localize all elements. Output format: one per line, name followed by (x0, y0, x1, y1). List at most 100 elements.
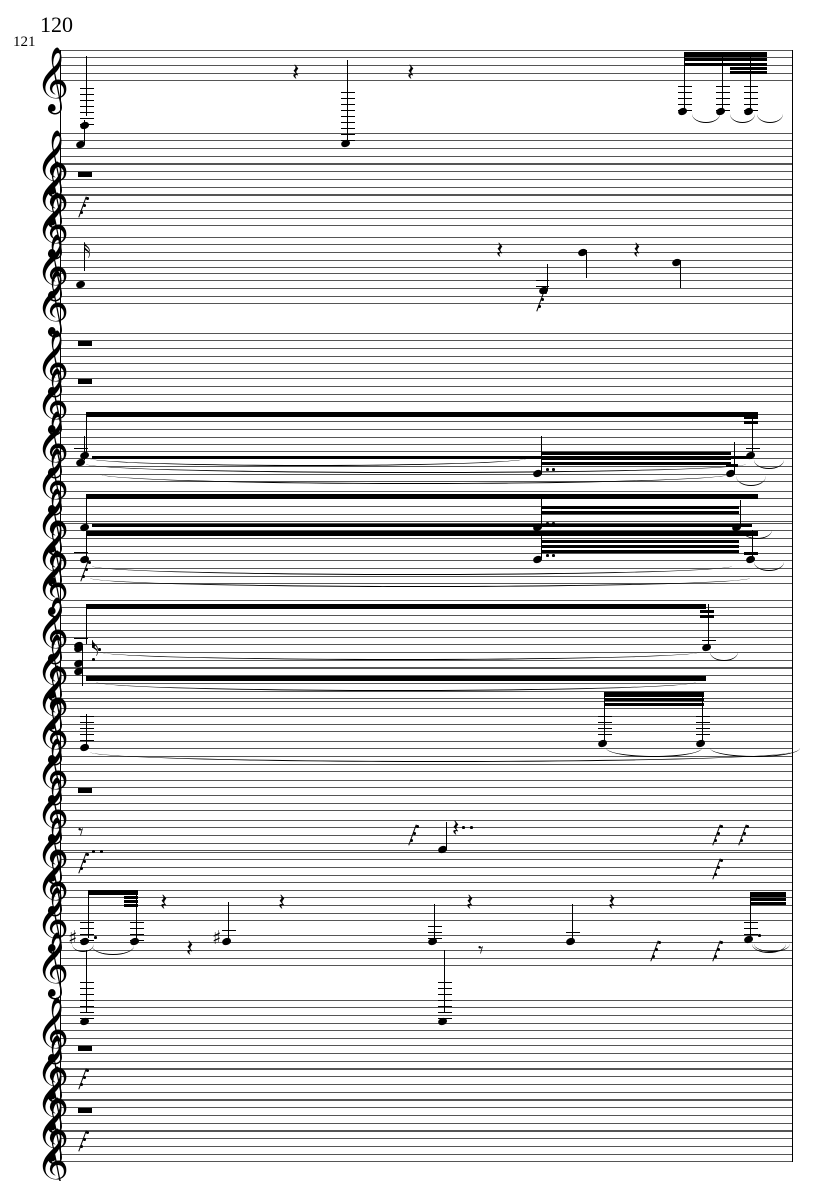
system-right-barline (792, 50, 794, 1162)
slur (86, 464, 746, 473)
ledger-line (438, 1000, 452, 1002)
ledger-line (678, 86, 692, 88)
augmentation-dot (98, 648, 101, 651)
staff-7 (60, 333, 793, 364)
beam (541, 511, 739, 515)
staff-3 (60, 164, 793, 195)
repeat-dot (717, 832, 720, 835)
beam (604, 698, 704, 702)
ledger-line (80, 88, 94, 90)
ledger-line (80, 716, 94, 718)
repeat-dot (714, 955, 717, 958)
tie (742, 530, 772, 539)
tie (710, 652, 738, 661)
note-stem (708, 604, 710, 644)
augmentation-dot (758, 934, 761, 937)
ledger-line (80, 112, 94, 114)
ledger-line (696, 716, 710, 718)
ledger-line (696, 722, 710, 724)
repeat-dot (410, 839, 413, 842)
ledger-line (80, 1012, 94, 1014)
staff-5 (60, 237, 793, 268)
note-stem (586, 250, 588, 278)
augmentation-dot (546, 554, 549, 557)
augmentation-dot (552, 522, 555, 525)
tie (692, 114, 720, 123)
repeat-dot (83, 1076, 86, 1079)
beam (744, 421, 758, 424)
ledger-line (744, 98, 758, 100)
ledger-line (598, 728, 612, 730)
ledger-line (678, 98, 692, 100)
staff-19 (60, 780, 793, 811)
repeat-dot (717, 948, 720, 951)
note-stem (136, 890, 138, 938)
ledger-line (744, 104, 758, 106)
augmentation-dot (546, 522, 549, 525)
ledger-line (744, 928, 758, 930)
multi-measure-rest (78, 379, 92, 384)
note-stem (752, 530, 754, 558)
repeat-dot (88, 561, 91, 564)
ledger-line (80, 928, 94, 930)
beam (750, 902, 786, 905)
note-stem (84, 120, 86, 144)
ledger-line (341, 122, 355, 124)
beam (750, 898, 786, 902)
ledger-line (716, 104, 730, 106)
ledger-line (598, 722, 612, 724)
staff-27 (60, 1100, 793, 1131)
ledger-line (80, 722, 94, 724)
beam (541, 506, 739, 510)
note-stem (82, 646, 84, 672)
beam (750, 892, 786, 897)
beam (124, 900, 138, 903)
ledger-line (536, 286, 549, 288)
ledger-line (341, 116, 355, 118)
note-stem (86, 494, 88, 526)
ledger-line (744, 934, 758, 936)
ledger-line (566, 932, 580, 934)
repeat-dot (658, 941, 661, 944)
beam (700, 610, 714, 614)
ledger-line (130, 922, 144, 924)
note-stem (547, 264, 549, 290)
ledger-line (74, 552, 88, 554)
beam (541, 457, 731, 461)
repeat-dot (83, 204, 86, 207)
staff-1 (60, 50, 793, 81)
ledger-line (438, 1006, 452, 1008)
ledger-line (716, 98, 730, 100)
ledger-line (222, 930, 236, 932)
ledger-line (80, 988, 94, 990)
tie (754, 460, 784, 469)
slur (710, 748, 800, 757)
repeat-dot (740, 839, 743, 842)
ledger-line (80, 100, 94, 102)
tie (92, 946, 134, 955)
repeat-dot (80, 867, 83, 870)
ledger-line (428, 932, 442, 934)
beam (124, 904, 138, 907)
ledger-line (716, 92, 730, 94)
ledger-line (438, 982, 452, 984)
ledger-line (80, 994, 94, 996)
ledger-line (130, 934, 144, 936)
ledger-line (438, 988, 452, 990)
repeat-dot (413, 832, 416, 835)
repeat-dot (85, 568, 88, 571)
repeat-dot (720, 941, 723, 944)
ledger-line (80, 982, 94, 984)
multi-measure-rest (78, 788, 92, 793)
staff-17 (60, 701, 793, 732)
ledger-line (716, 86, 730, 88)
note-stem (734, 442, 736, 474)
slur (100, 474, 730, 484)
tie (72, 944, 94, 952)
beam (604, 692, 704, 697)
repeat-dot (80, 211, 83, 214)
beam (92, 456, 752, 460)
note-stem (86, 950, 88, 1012)
tie (752, 944, 786, 953)
staff-26 (60, 1069, 793, 1100)
